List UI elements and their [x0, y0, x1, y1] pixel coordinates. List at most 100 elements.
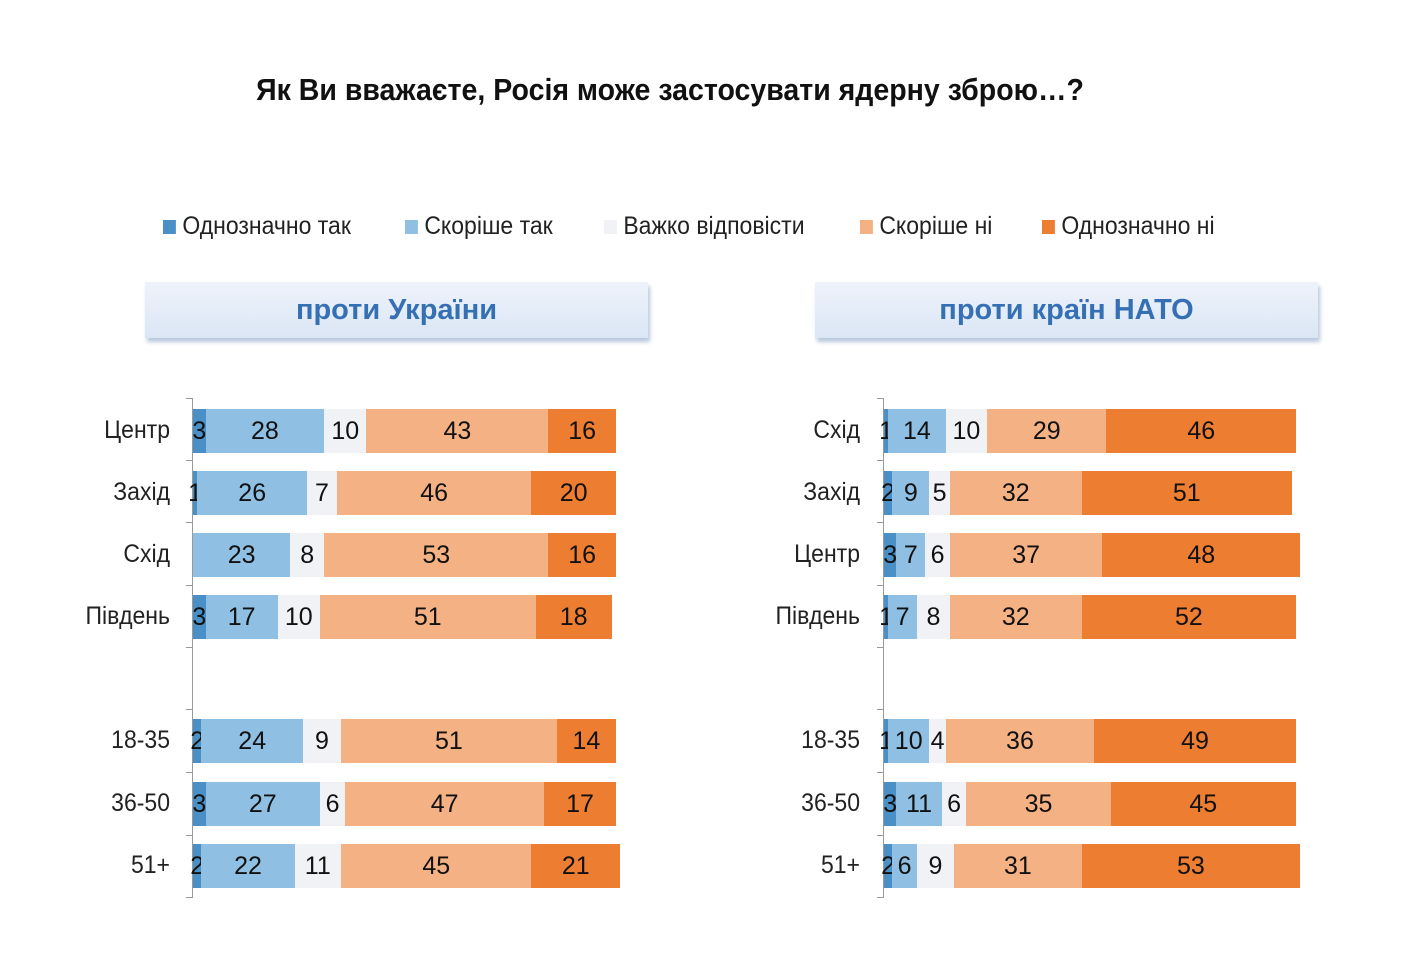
bar-segment: 45	[1110, 782, 1296, 826]
bar-segment: 22	[201, 844, 295, 888]
category-label: Центр	[104, 416, 170, 444]
bar-segment: 31	[954, 844, 1082, 888]
panel-title-nato: проти країн НАТО	[815, 282, 1318, 338]
bar-segment: 51	[341, 719, 557, 763]
axis-tick	[186, 522, 193, 523]
legend-swatch	[405, 219, 419, 234]
data-label: 9	[315, 726, 329, 755]
legend-item: Скоріше ні	[859, 212, 992, 241]
data-label: 49	[1181, 726, 1209, 755]
bar-segment: 49	[1094, 719, 1296, 763]
bar-segment: 6	[892, 844, 917, 888]
category-label: 18-35	[111, 726, 170, 754]
bar-segment: 11	[294, 844, 342, 888]
category-label: Південь	[775, 602, 860, 630]
axis-tick	[877, 897, 884, 898]
legend-swatch	[163, 219, 176, 234]
bar-segment: 29	[987, 409, 1107, 453]
data-label: 51	[435, 726, 463, 755]
bar-segment: 53	[324, 533, 549, 577]
data-label: 36	[1006, 726, 1034, 755]
data-label: 21	[561, 851, 590, 880]
data-label: 8	[300, 540, 315, 569]
bar-segment: 27	[205, 782, 320, 826]
data-label: 53	[422, 540, 451, 569]
bar-segment: 3	[192, 782, 206, 826]
axis-tick	[877, 460, 884, 461]
bar-segment: 8	[916, 595, 950, 639]
data-label: 7	[903, 540, 918, 569]
data-label: 32	[1001, 602, 1030, 631]
category-label: 36-50	[801, 789, 860, 817]
category-label: 18-35	[801, 726, 860, 754]
data-label: 52	[1174, 602, 1203, 631]
legend-label: Однозначно ні	[1061, 212, 1215, 240]
bar-segment: 24	[201, 719, 303, 763]
panel-title-ukraine: проти України	[145, 282, 648, 338]
data-label: 45	[422, 851, 451, 880]
bar-segment: 47	[345, 782, 545, 826]
data-label: 17	[566, 789, 594, 818]
axis-tick	[186, 585, 193, 586]
data-label: 43	[443, 416, 472, 445]
data-label: 26	[238, 478, 267, 507]
bar-segment: 21	[531, 844, 621, 888]
axis-tick	[186, 897, 193, 898]
axis-tick	[186, 398, 193, 399]
bar-segment: 16	[548, 409, 616, 453]
data-label: 6	[897, 851, 912, 880]
chart-title: Як Ви вважаєте, Росія може застосувати я…	[256, 72, 1084, 107]
data-label: 9	[928, 851, 943, 880]
legend-swatch	[1041, 219, 1055, 234]
bar-segment: 46	[336, 471, 532, 515]
bar-segment: 46	[1106, 409, 1296, 453]
bar-segment: 52	[1081, 595, 1296, 639]
axis-tick	[877, 522, 884, 523]
bar-segment: 51	[1081, 471, 1292, 515]
data-label: 7	[895, 602, 910, 631]
category-label: 36-50	[111, 789, 170, 817]
axis-tick	[877, 835, 884, 836]
data-label: 10	[284, 602, 313, 631]
axis-tick	[877, 709, 884, 710]
bar-segment: 3	[883, 533, 898, 577]
legend-label: Однозначно так	[182, 212, 351, 240]
data-label: 5	[932, 478, 947, 507]
data-label: 7	[315, 478, 329, 507]
bar-segment: 48	[1102, 533, 1301, 577]
category-label: Схід	[123, 540, 170, 568]
data-label: 10	[952, 416, 981, 445]
bar-segment: 35	[966, 782, 1111, 826]
bar-segment: 28	[205, 409, 325, 453]
data-label: 27	[248, 789, 277, 818]
category-label: 51+	[820, 851, 860, 879]
data-label: 14	[572, 726, 601, 755]
bar-segment: 32	[949, 595, 1082, 639]
bar-segment: 8	[290, 533, 325, 577]
bar-segment: 2	[190, 844, 204, 888]
bar-segment: 43	[366, 409, 549, 453]
bar-segment: 9	[916, 844, 955, 888]
bar-segment: 36	[945, 719, 1095, 763]
data-label: 8	[926, 602, 941, 631]
data-label: 51	[1172, 478, 1201, 507]
bar-segment: 2	[881, 471, 895, 515]
data-label: 23	[227, 540, 256, 569]
data-label: 3	[883, 540, 898, 569]
data-label: 46	[1187, 416, 1216, 445]
data-label: 31	[1003, 851, 1032, 880]
category-label: Південь	[85, 602, 170, 630]
bar-segment: 3	[192, 409, 206, 453]
data-label: 32	[1001, 478, 1030, 507]
data-label: 11	[906, 789, 932, 818]
category-label: Схід	[813, 416, 860, 444]
data-label: 3	[883, 789, 898, 818]
bar-segment: 10	[888, 719, 930, 763]
category-label: Захід	[113, 478, 170, 506]
data-label: 2	[881, 851, 896, 880]
bar-segment: 10	[945, 409, 987, 453]
data-label: 47	[430, 789, 459, 818]
bar-segment: 26	[197, 471, 308, 515]
bar-segment: 9	[302, 719, 342, 763]
data-label: 6	[947, 789, 961, 818]
